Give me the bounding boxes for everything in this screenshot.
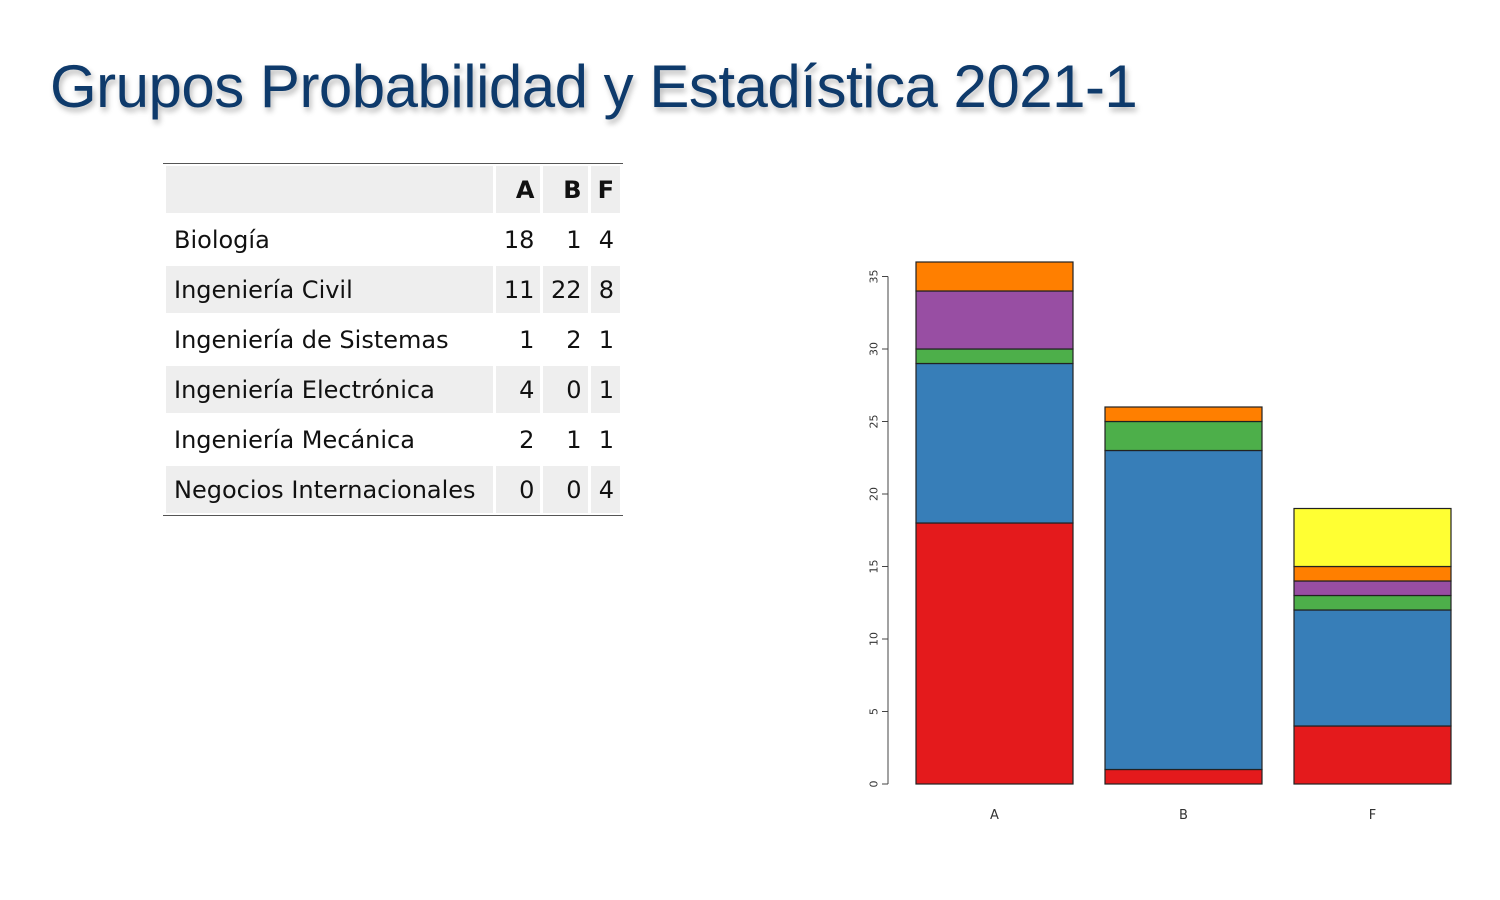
cell-value: 22 [543, 266, 588, 313]
bar-segment-f-0 [1293, 725, 1452, 785]
header-cell-b: B [543, 166, 588, 213]
cell-value: 1 [566, 425, 582, 454]
chart-canvas: 0 5 10 15 20 25 30 35 A B F [868, 261, 1452, 823]
bar-segment-f-5 [1293, 507, 1452, 568]
y-tick-label: 5 [868, 708, 881, 715]
x-tick-label: F [1369, 808, 1376, 823]
row-label: Ingeniería Electrónica [166, 366, 494, 413]
cell-value: 4 [598, 225, 614, 254]
cell-value: 0 [543, 466, 588, 513]
row-label: Ingeniería Civil [166, 266, 494, 313]
cell-value: 11 [496, 266, 541, 313]
cell-value: 8 [590, 266, 620, 313]
row-label: Ingeniería Mecánica [174, 425, 415, 454]
cell-value: 2 [566, 325, 582, 354]
bar-segment-f-3 [1293, 580, 1452, 597]
table-row: Negocios Internacionales 0 0 4 [166, 466, 620, 513]
frequency-table-container: A B F Biología 18 1 4 Ingeniería Civil 1… [163, 163, 623, 516]
bar-segment-a-2 [915, 348, 1074, 365]
y-tick-label: 0 [868, 781, 881, 788]
header-cell-a: A [496, 166, 541, 213]
bar-segment-b-4 [1104, 406, 1263, 423]
x-tick-label: A [990, 808, 999, 823]
bar-segment-a-3 [915, 290, 1074, 350]
cell-value: 4 [590, 466, 620, 513]
header-cell-f: F [590, 166, 620, 213]
table-row: Ingeniería de Sistemas 1 2 1 [166, 316, 620, 363]
cell-value: 1 [598, 325, 614, 354]
frequency-table: A B F Biología 18 1 4 Ingeniería Civil 1… [163, 163, 623, 516]
bar-segment-b-1 [1104, 449, 1263, 771]
cell-value: 1 [519, 325, 535, 354]
cell-value: 0 [496, 466, 541, 513]
row-label: Biología [174, 225, 270, 254]
bar-segment-b-2 [1104, 420, 1263, 452]
bar-segment-b-0 [1104, 768, 1263, 785]
bar-segment-f-2 [1293, 594, 1452, 611]
slide-title: Grupos Probabilidad y Estadística 2021-1 [50, 53, 1138, 120]
cell-value: 18 [503, 225, 535, 254]
bar-segment-f-4 [1293, 565, 1452, 582]
cell-value: 1 [590, 366, 620, 413]
table-row: Ingeniería Civil 11 22 8 [166, 266, 620, 313]
header-cell-corner [166, 166, 494, 213]
cell-value: 4 [496, 366, 541, 413]
cell-value: 1 [598, 425, 614, 454]
y-tick-label: 25 [868, 415, 881, 429]
table-row: Biología 18 1 4 [166, 216, 620, 263]
y-tick-label: 35 [868, 270, 881, 284]
stacked-bar-chart: 0 5 10 15 20 25 30 35 A B F [850, 250, 1470, 840]
bar-segment-a-4 [915, 261, 1074, 292]
y-tick-label: 20 [868, 487, 881, 501]
cell-value: 2 [519, 425, 535, 454]
bar-segment-a-0 [915, 522, 1074, 785]
row-label: Negocios Internacionales [166, 466, 494, 513]
bar-segment-a-1 [915, 362, 1074, 524]
y-tick-label: 15 [868, 560, 881, 574]
table-row: Ingeniería Electrónica 4 0 1 [166, 366, 620, 413]
table-header-row: A B F [166, 166, 620, 213]
y-tick-label: 30 [868, 342, 881, 356]
cell-value: 1 [566, 225, 582, 254]
row-label: Ingeniería de Sistemas [174, 325, 449, 354]
bar-segment-f-1 [1293, 609, 1452, 727]
cell-value: 0 [543, 366, 588, 413]
x-tick-label: B [1179, 808, 1188, 823]
y-tick-label: 10 [868, 632, 881, 646]
table-row: Ingeniería Mecánica 2 1 1 [166, 416, 620, 463]
